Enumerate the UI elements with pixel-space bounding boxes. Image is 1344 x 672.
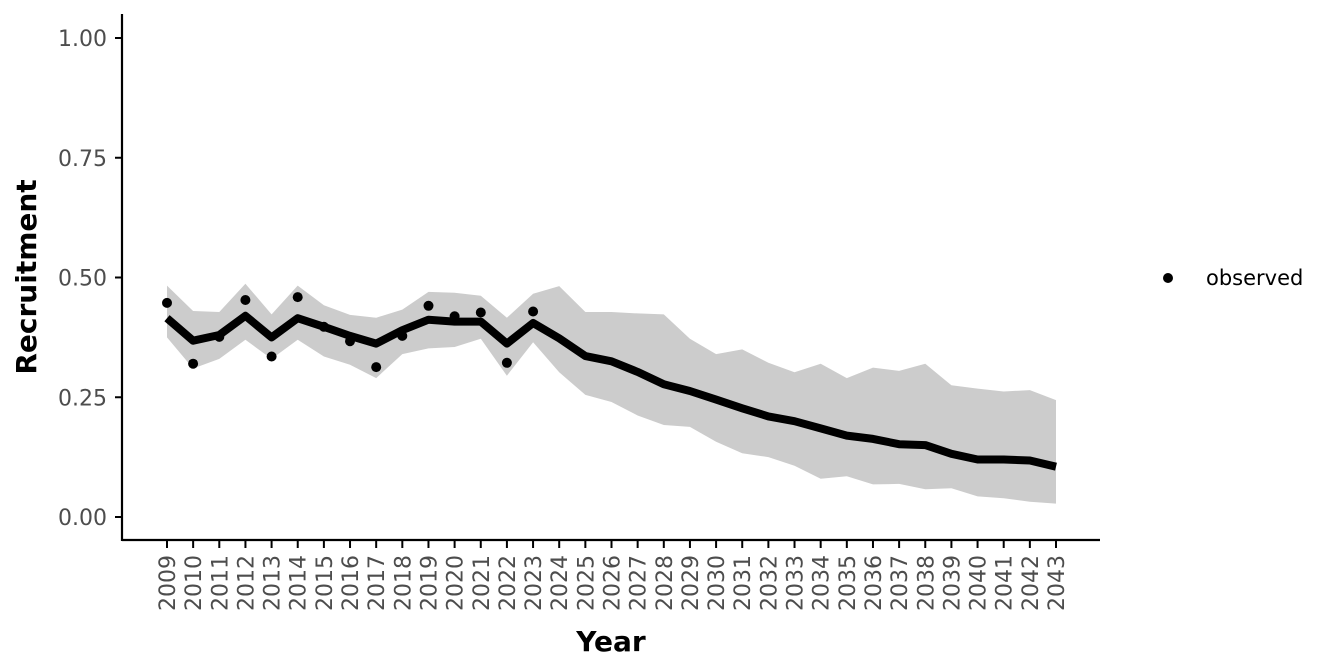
x-tick-label: 2024 (548, 555, 573, 611)
observed-point (240, 295, 251, 305)
legend-observed-marker (1163, 273, 1173, 283)
x-tick-label: 2033 (784, 555, 809, 611)
observed-point (371, 362, 382, 373)
observed-point (188, 358, 199, 369)
x-ticks: 2009 2010 2011 2012 2013 2014 2015 2016 2017 2018… (156, 541, 1070, 611)
x-tick-label: 2011 (208, 555, 233, 611)
observed-point (162, 297, 172, 308)
legend-observed-label: observed (1206, 266, 1303, 290)
x-tick-label: 2034 (810, 555, 835, 611)
recruitment-line (164, 311, 1057, 471)
x-tick-label: 2014 (287, 555, 312, 611)
x-tick-label: 2031 (731, 555, 756, 611)
x-tick-label: 2018 (391, 555, 416, 611)
observed-point (501, 357, 512, 368)
x-tick-label: 2020 (444, 555, 469, 611)
observed-point (475, 307, 486, 318)
y-axis-title: Recruitment (10, 179, 43, 374)
y-ticks: 0.00 0.25 0.50 0.75 1.00 (58, 27, 122, 531)
x-tick-label: 2042 (1019, 555, 1044, 611)
observed-point (266, 351, 277, 362)
x-tick-label: 2026 (601, 555, 626, 611)
observed-point (528, 306, 539, 317)
x-tick-label: 2037 (888, 555, 913, 611)
x-tick-label: 2015 (313, 555, 338, 611)
x-tick-label: 2025 (574, 555, 599, 611)
observed-point (397, 330, 408, 341)
x-tick-label: 2019 (417, 555, 442, 611)
x-tick-label: 2036 (862, 555, 887, 611)
x-tick-label: 2030 (705, 555, 730, 611)
y-tick-label: 0.00 (58, 506, 107, 531)
x-tick-label: 2040 (967, 555, 992, 611)
x-tick-label: 2029 (679, 555, 704, 611)
x-tick-label: 2039 (940, 555, 965, 611)
y-tick-label: 0.75 (58, 147, 107, 172)
x-tick-label: 2016 (339, 555, 364, 611)
observed-point (292, 292, 303, 303)
x-tick-label: 2043 (1045, 555, 1070, 611)
x-tick-label: 2027 (627, 555, 652, 611)
y-tick-label: 0.50 (58, 267, 107, 292)
x-tick-label: 2013 (261, 555, 286, 611)
x-tick-label: 2022 (496, 555, 521, 611)
y-tick-label: 1.00 (58, 27, 107, 52)
legend: observed (1163, 266, 1303, 290)
x-axis-title: Year (575, 625, 646, 658)
x-tick-label: 2010 (182, 555, 207, 611)
observed-point (318, 321, 329, 332)
x-tick-label: 2032 (757, 555, 782, 611)
x-tick-label: 2028 (653, 555, 678, 611)
observed-point (345, 336, 355, 347)
x-tick-label: 2009 (156, 555, 181, 611)
points-layer (162, 292, 539, 373)
observed-point (449, 311, 460, 322)
observed-point (214, 331, 225, 342)
x-tick-label: 2035 (836, 555, 861, 611)
x-tick-label: 2012 (234, 555, 259, 611)
x-tick-label: 2023 (522, 555, 547, 611)
line-layer (164, 311, 1057, 471)
x-tick-label: 2041 (993, 555, 1018, 611)
x-tick-label: 2038 (914, 555, 939, 611)
y-tick-label: 0.25 (58, 386, 107, 411)
observed-point (423, 300, 434, 311)
x-tick-label: 2017 (365, 555, 390, 611)
x-tick-label: 2021 (470, 555, 495, 611)
